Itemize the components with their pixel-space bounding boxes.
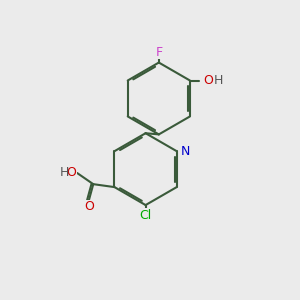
- Text: N: N: [181, 145, 190, 158]
- Text: H: H: [214, 74, 224, 87]
- Text: H: H: [60, 166, 69, 179]
- Text: O: O: [67, 167, 76, 179]
- Text: F: F: [155, 46, 162, 59]
- Text: O: O: [84, 200, 94, 213]
- Text: Cl: Cl: [140, 209, 152, 222]
- Text: O: O: [203, 74, 213, 87]
